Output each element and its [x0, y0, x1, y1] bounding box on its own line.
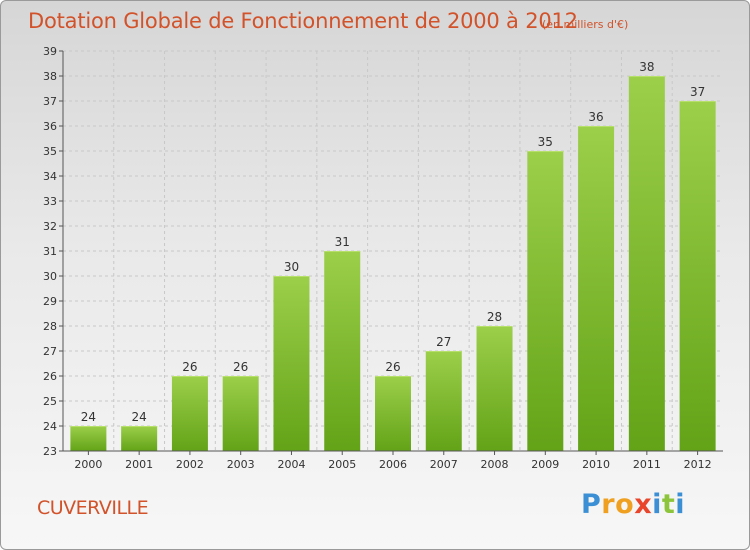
data-label: 31 [335, 235, 350, 249]
x-tick-label: 2004 [277, 458, 305, 471]
y-tick-label: 37 [43, 95, 57, 108]
bar [679, 101, 716, 451]
y-tick-label: 29 [43, 295, 57, 308]
bar [273, 276, 310, 451]
x-tick-label: 2010 [582, 458, 610, 471]
data-label: 24 [132, 410, 147, 424]
x-tick-label: 2007 [430, 458, 458, 471]
x-tick-label: 2001 [125, 458, 153, 471]
bar [476, 326, 513, 451]
bar [578, 126, 615, 451]
data-label: 30 [284, 260, 299, 274]
logo-letter: P [581, 489, 602, 520]
x-tick-label: 2005 [328, 458, 356, 471]
x-tick-label: 2003 [227, 458, 255, 471]
bar [222, 376, 259, 451]
logo-letter: o [615, 489, 635, 520]
logo-letter: i [652, 489, 662, 520]
bar [628, 76, 665, 451]
data-label: 26 [182, 360, 197, 374]
data-label: 27 [436, 335, 451, 349]
data-label: 35 [538, 135, 553, 149]
logo-letter: r [601, 489, 616, 520]
bar [121, 426, 158, 451]
y-tick-label: 34 [43, 170, 57, 183]
logo-letter: i [675, 489, 686, 520]
y-tick-label: 31 [43, 245, 57, 258]
y-tick-label: 32 [43, 220, 57, 233]
data-label: 28 [487, 310, 502, 324]
data-label: 26 [385, 360, 400, 374]
chart-title: Dotation Globale de Fonctionnement de 20… [28, 9, 578, 33]
x-tick-label: 2006 [379, 458, 407, 471]
y-tick-label: 27 [43, 345, 57, 358]
y-tick-label: 35 [43, 145, 57, 158]
x-tick-label: 2011 [633, 458, 661, 471]
y-tick-label: 26 [43, 370, 57, 383]
bar [425, 351, 462, 451]
y-tick-label: 23 [43, 445, 57, 458]
y-tick-label: 36 [43, 120, 57, 133]
x-tick-label: 2000 [74, 458, 102, 471]
data-label: 38 [639, 60, 654, 74]
y-tick-label: 28 [43, 320, 57, 333]
axes: 23 24 25 26 27 28 29 30 31 32 33 34 35 36 37 38 39 2000 20… [43, 45, 723, 471]
y-tick-label: 25 [43, 395, 57, 408]
data-label: 24 [81, 410, 96, 424]
y-tick-label: 33 [43, 195, 57, 208]
y-tick-label: 38 [43, 70, 57, 83]
bars [70, 76, 716, 451]
x-tick-label: 2002 [176, 458, 204, 471]
y-tick-label: 39 [43, 45, 57, 58]
data-label: 26 [233, 360, 248, 374]
bar [70, 426, 107, 451]
data-labels: 24 24 26 26 30 31 26 27 28 35 36 38 37 [81, 60, 706, 424]
bar [324, 251, 361, 451]
x-tick-label: 2008 [481, 458, 509, 471]
x-tick-label: 2012 [684, 458, 712, 471]
commune-name: CUVERVILLE [37, 497, 149, 519]
logo-letter: t [661, 489, 676, 520]
data-label: 36 [588, 110, 603, 124]
chart-subtitle: (en milliers d'€) [542, 18, 629, 31]
bar [375, 376, 411, 451]
y-tick-label: 30 [43, 270, 57, 283]
bar [171, 376, 208, 451]
data-label: 37 [690, 85, 705, 99]
bar [527, 151, 564, 451]
y-tick-label: 24 [43, 420, 57, 433]
logo-letter: x [634, 489, 653, 520]
x-tick-label: 2009 [531, 458, 559, 471]
proxiti-logo: Proxiti [581, 489, 685, 520]
